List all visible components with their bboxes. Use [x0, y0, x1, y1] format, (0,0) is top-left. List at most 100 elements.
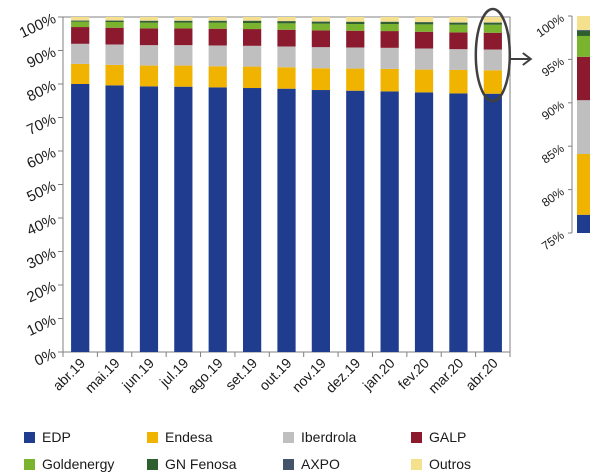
inset-bar-segment-goldenergy	[577, 35, 590, 57]
inset-bar-segment-edp	[577, 214, 590, 233]
bar-segment-outros	[483, 17, 502, 23]
bar-segment-goldenergy	[139, 22, 159, 29]
bar-segment-gn-fenosa	[208, 21, 227, 23]
bar-segment-outros	[449, 17, 468, 23]
bar-segment-endesa	[483, 70, 502, 94]
bar-segment-endesa	[277, 67, 296, 89]
legend-item: GALP	[411, 429, 466, 445]
bar-segment-outros	[277, 17, 296, 22]
bar-segment-goldenergy	[208, 22, 227, 29]
x-tick-label: jan.20	[359, 355, 398, 394]
legend-swatch	[24, 431, 35, 443]
inset-y-tick-label: 100%	[534, 11, 567, 40]
bar-segment-iberdrola	[380, 47, 399, 69]
legend-label: Iberdrola	[301, 429, 357, 445]
callout-arrowhead	[522, 52, 533, 66]
y-tick-label: 80%	[24, 77, 58, 105]
bar-segment-iberdrola	[105, 44, 124, 65]
legend-item: GN Fenosa	[147, 456, 237, 472]
main-y-tick-labels: 0% 10% 20% 30% 40% 50% 60% 70% 80% 90%100%	[17, 10, 59, 370]
y-tick-label: 70%	[24, 111, 58, 139]
bar-segment-outros	[208, 17, 227, 21]
bar-segment-endesa	[243, 66, 262, 89]
inset-bar-segment-endesa	[577, 154, 590, 215]
bar-segment-gn-fenosa	[346, 22, 365, 25]
bar-segment-edp	[174, 86, 193, 353]
bar-segment-endesa	[346, 68, 365, 91]
y-tick-label: 20%	[24, 278, 58, 306]
legend-item: Outros	[411, 456, 471, 472]
bar-segment-galp	[483, 32, 502, 50]
legend-label: AXPO	[301, 456, 340, 472]
legend-label: Outros	[429, 456, 472, 472]
bar-segment-edp	[346, 90, 365, 352]
bar-segment-galp	[380, 31, 399, 48]
bar-segment-edp	[311, 90, 330, 352]
bar-segment-goldenergy	[414, 24, 434, 32]
bar-segment-endesa	[174, 65, 193, 87]
bar-segment-gn-fenosa	[483, 22, 502, 25]
bar-segment-goldenergy	[277, 23, 296, 30]
bar-segment-goldenergy	[71, 21, 90, 28]
bar-segment-outros	[243, 17, 262, 21]
bar-segment-edp	[243, 88, 262, 353]
bar-segment-goldenergy	[105, 22, 124, 28]
bar-segment-endesa	[449, 69, 468, 94]
legend-item: Goldenergy	[24, 456, 114, 472]
bar-segment-galp	[346, 30, 365, 48]
bar-segment-endesa	[208, 66, 227, 88]
y-tick-label: 60%	[24, 144, 58, 172]
inset-y-tick-label: 75%	[539, 228, 567, 253]
legend-swatch	[283, 458, 294, 470]
bar-segment-outros	[71, 17, 90, 21]
bar-segment-iberdrola	[311, 47, 330, 69]
chart-legend: EDP Endesa Iberdrola GALP Goldenergy GN Fenos…	[0, 425, 596, 475]
bar-segment-gn-fenosa	[380, 22, 399, 25]
bar-segment-endesa	[380, 68, 399, 92]
bar-segment-edp	[139, 86, 159, 352]
legend-item: EDP	[24, 429, 71, 445]
bar-segment-galp	[208, 28, 227, 46]
bar-segment-goldenergy	[174, 22, 193, 29]
x-tick-label: nov.19	[289, 355, 329, 395]
bar-segment-iberdrola	[483, 49, 502, 71]
bar-segment-goldenergy	[449, 24, 468, 33]
bar-segment-edp	[208, 87, 227, 352]
bar-segment-iberdrola	[243, 45, 262, 67]
bar-segment-goldenergy	[483, 24, 502, 33]
inset-bar-segment-axpo	[577, 29, 590, 31]
y-tick-label: 10%	[24, 312, 58, 340]
bar-segment-outros	[105, 17, 124, 21]
bar-segment-endesa	[311, 68, 330, 91]
bar-segment-iberdrola	[346, 47, 365, 69]
bar-segment-gn-fenosa	[311, 21, 330, 24]
x-tick-label: out.19	[256, 355, 295, 394]
bar-segment-edp	[449, 93, 468, 352]
bar-segment-edp	[483, 93, 502, 352]
y-tick-label: 0%	[32, 345, 59, 370]
bar-segment-outros	[311, 17, 330, 22]
y-tick-label: 100%	[17, 10, 59, 42]
x-tick-label: mai.19	[82, 355, 123, 396]
inset-bar-segment-gn-fenosa	[577, 30, 590, 36]
bar-segment-gn-fenosa	[139, 21, 159, 23]
inset-bar-segment-outros	[577, 16, 590, 30]
x-tick-label: set.19	[222, 355, 260, 393]
bar-segment-galp	[243, 29, 262, 46]
x-tick-label: jun.19	[118, 355, 157, 394]
y-tick-label: 30%	[24, 245, 58, 273]
x-tick-label: mar.20	[425, 355, 467, 397]
legend-swatch	[24, 458, 35, 470]
bar-segment-outros	[346, 17, 365, 22]
y-tick-label: 50%	[24, 178, 58, 206]
bar-segment-edp	[71, 84, 90, 352]
legend-label: GN Fenosa	[165, 456, 237, 472]
bar-segment-goldenergy	[311, 23, 330, 31]
bar-segment-goldenergy	[380, 24, 399, 32]
legend-swatch	[283, 431, 294, 443]
bar-segment-iberdrola	[208, 45, 227, 67]
inset-y-tick-label: 80%	[539, 184, 567, 209]
bar-segment-gn-fenosa	[174, 21, 193, 23]
